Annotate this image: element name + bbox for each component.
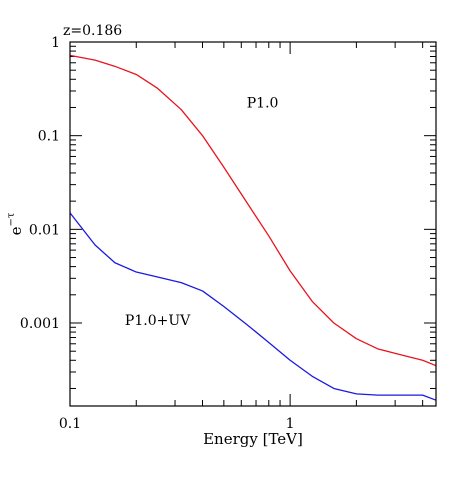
x-tick-label: 0.1 (59, 416, 81, 432)
series-line-1 (69, 54, 437, 367)
y-axis-title-exponent: −τ (6, 212, 17, 226)
y-tick-label: 0.001 (20, 316, 60, 332)
y-axis-title: e−τ (6, 212, 25, 235)
y-tick-label: 1 (51, 35, 60, 51)
series-label-1: P1.0 (247, 95, 279, 111)
x-tick-label: 1 (286, 416, 295, 432)
y-tick-label: 0.1 (38, 129, 60, 145)
plot-frame (69, 41, 437, 407)
x-axis-title: Energy [TeV] (203, 430, 303, 448)
series-line-2 (69, 212, 437, 401)
plot-area: 0.1 1 1 0.1 0.01 0.001 P1.0 P1.0+UV (20, 35, 437, 432)
y-tick-label: 0.01 (29, 222, 60, 238)
y-axis-title-base: e (7, 226, 25, 235)
chart-title: z=0.186 (63, 23, 122, 39)
series-label-2: P1.0+UV (125, 313, 191, 329)
